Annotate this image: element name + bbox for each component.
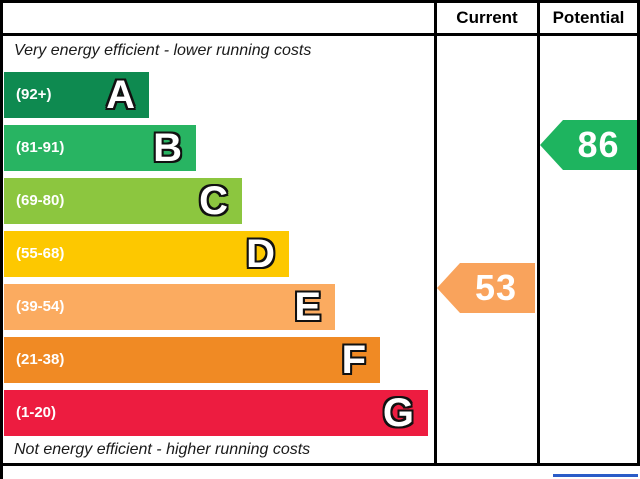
band-range-label: (92+) <box>16 86 52 103</box>
band-letter: A <box>106 73 135 117</box>
band-letter: C <box>199 179 228 223</box>
band-row-f: (21-38) F <box>4 337 380 383</box>
current-column-divider <box>434 3 437 463</box>
band-range-label: (1-20) <box>16 404 57 421</box>
next-box-blue-border <box>553 474 638 477</box>
band-row-d: (55-68) D <box>4 231 289 277</box>
current-column-header: Current <box>456 8 518 27</box>
band-range-label: (39-54) <box>16 298 65 315</box>
band-letter: D <box>246 232 275 276</box>
potential-column-divider <box>537 3 540 463</box>
band-letter: B <box>153 126 182 170</box>
efficient-caption: Very energy efficient - lower running co… <box>14 42 312 59</box>
band-row-g: (1-20) G <box>4 390 428 436</box>
current-rating-value: 53 <box>474 267 518 308</box>
band-row-c: (69-80) C <box>4 178 242 224</box>
band-row-a: (92+) A <box>4 72 149 118</box>
current-rating-arrow: 53 <box>437 263 535 313</box>
potential-rating-value: 86 <box>577 124 620 165</box>
band-range-label: (55-68) <box>16 245 65 262</box>
band-row-e: (39-54) E <box>4 284 335 330</box>
next-box-left-border <box>0 466 3 479</box>
band-letter: G <box>382 391 414 435</box>
header-divider <box>0 33 640 36</box>
band-letter: E <box>294 285 321 329</box>
band-letter: F <box>341 338 366 382</box>
band-range-label: (69-80) <box>16 192 65 209</box>
band-range-label: (81-91) <box>16 139 65 156</box>
potential-column-header: Potential <box>552 8 625 27</box>
band-range-label: (21-38) <box>16 351 65 368</box>
inefficient-caption: Not energy efficient - higher running co… <box>14 441 311 458</box>
potential-rating-arrow: 86 <box>540 120 637 170</box>
band-row-b: (81-91) B <box>4 125 196 171</box>
